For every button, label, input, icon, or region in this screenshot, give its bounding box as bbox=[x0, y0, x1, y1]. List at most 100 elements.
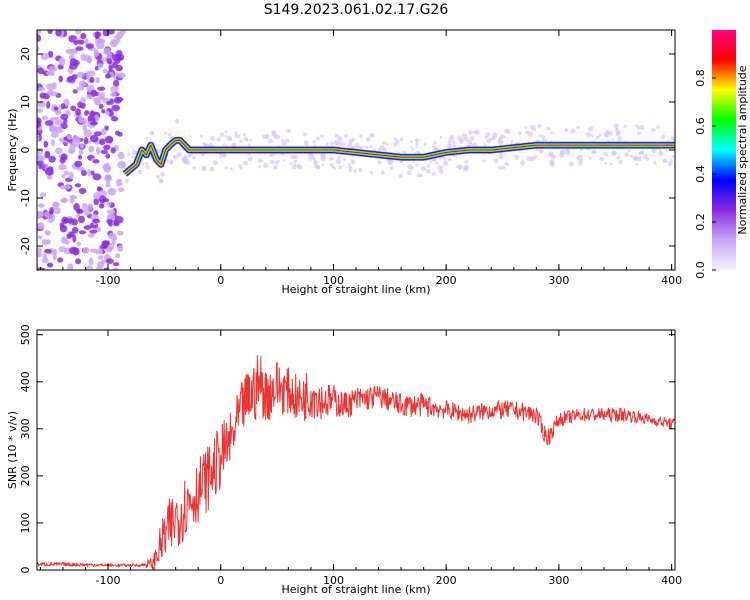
halo-dot bbox=[200, 134, 204, 138]
noise-blob bbox=[116, 230, 124, 236]
colorbar-tick-label: 0.4 bbox=[694, 165, 707, 183]
noise-blob bbox=[117, 187, 125, 192]
noise-blob bbox=[110, 40, 118, 46]
halo-dot bbox=[468, 130, 473, 135]
noise-blob bbox=[98, 104, 104, 110]
noise-blob bbox=[46, 101, 51, 109]
halo-dot bbox=[234, 131, 238, 135]
noise-blob bbox=[83, 129, 92, 138]
noise-blob bbox=[50, 131, 59, 138]
noise-blob bbox=[83, 225, 92, 230]
halo-dot bbox=[224, 166, 228, 170]
halo-dot bbox=[273, 164, 278, 170]
noise-blob bbox=[113, 96, 122, 104]
snr-series-line bbox=[37, 355, 675, 570]
noise-blob bbox=[37, 247, 42, 254]
halo-dot bbox=[474, 129, 480, 135]
halo-dot bbox=[590, 134, 594, 138]
halo-dot bbox=[463, 136, 469, 142]
noise-blob bbox=[111, 116, 119, 122]
halo-dot bbox=[610, 162, 613, 166]
halo-dot bbox=[264, 133, 270, 140]
chart-title: S149.2023.061.02.17.G26 bbox=[264, 2, 449, 18]
noise-blob bbox=[58, 164, 67, 171]
noise-blob bbox=[84, 110, 89, 116]
noise-blob bbox=[65, 48, 74, 54]
halo-dot bbox=[123, 166, 127, 169]
halo-dot bbox=[332, 166, 336, 170]
halo-dot bbox=[150, 130, 155, 135]
halo-dot bbox=[415, 163, 419, 167]
noise-blob bbox=[115, 253, 120, 259]
noise-blob bbox=[73, 203, 80, 211]
halo-dot bbox=[651, 147, 657, 154]
halo-dot bbox=[303, 140, 309, 146]
noise-blob bbox=[106, 57, 113, 65]
halo-dot bbox=[617, 136, 623, 142]
halo-dot bbox=[182, 158, 188, 164]
spectrogram-x-tick-label: -100 bbox=[96, 274, 121, 287]
noise-blob bbox=[112, 262, 120, 267]
halo-dot bbox=[124, 178, 129, 183]
halo-dot bbox=[157, 149, 161, 153]
noise-blob bbox=[100, 128, 107, 136]
noise-blob bbox=[81, 202, 88, 210]
noise-blob bbox=[37, 160, 44, 166]
halo-dot bbox=[457, 164, 463, 170]
noise-blob bbox=[80, 169, 87, 177]
halo-dot bbox=[443, 160, 447, 164]
noise-blob bbox=[104, 135, 114, 144]
spectrogram-x-ticks: -100 0 100 200 300 400 bbox=[39, 30, 682, 287]
noise-blob bbox=[87, 233, 95, 238]
noise-blob bbox=[37, 210, 45, 219]
noise-blob bbox=[39, 192, 47, 198]
halo-dot bbox=[131, 149, 138, 155]
noise-blob bbox=[92, 218, 101, 224]
noise-blob bbox=[67, 263, 74, 270]
halo-dot bbox=[658, 148, 662, 152]
snr-frame bbox=[36, 329, 676, 571]
noise-blob bbox=[53, 249, 58, 255]
halo-dot bbox=[164, 131, 168, 135]
halo-dot bbox=[605, 153, 609, 157]
noise-blob bbox=[106, 219, 114, 224]
noise-blob bbox=[59, 224, 68, 233]
snr-y-axis-title: SNR (10 * v/v) bbox=[6, 411, 19, 489]
halo-dot bbox=[485, 132, 491, 138]
noise-blob bbox=[93, 131, 103, 137]
noise-blob bbox=[41, 115, 48, 120]
halo-dot bbox=[499, 134, 505, 139]
noise-blob bbox=[82, 247, 90, 255]
halo-dot bbox=[504, 129, 509, 133]
spectrogram-y-ticks: -20 -10 0 10 20 bbox=[19, 47, 675, 255]
noise-blob bbox=[44, 248, 52, 254]
noise-blob bbox=[117, 160, 127, 169]
halo-dot bbox=[613, 123, 619, 129]
noise-blob bbox=[89, 229, 98, 234]
halo-dot bbox=[464, 159, 469, 164]
halo-dot bbox=[236, 134, 241, 139]
noise-blob bbox=[59, 157, 66, 164]
halo-dot bbox=[604, 133, 609, 138]
noise-blob bbox=[109, 92, 117, 97]
halo-dot bbox=[514, 154, 520, 160]
halo-dot bbox=[449, 143, 452, 147]
halo-dot bbox=[377, 160, 382, 165]
halo-dot bbox=[653, 161, 657, 165]
noise-blob bbox=[114, 216, 124, 224]
noise-blob bbox=[44, 230, 51, 236]
noise-blob bbox=[37, 34, 42, 43]
noise-blob bbox=[89, 76, 95, 83]
snr-y-tick-label: 400 bbox=[19, 371, 32, 392]
halo-dot bbox=[505, 162, 510, 167]
halo-dot bbox=[174, 119, 180, 124]
noise-blob bbox=[97, 86, 106, 91]
halo-dot bbox=[140, 162, 145, 167]
noise-blob bbox=[94, 249, 104, 255]
noise-blob bbox=[74, 183, 82, 188]
halo-dot bbox=[639, 124, 645, 131]
noise-blob bbox=[61, 236, 68, 244]
halo-dot bbox=[595, 135, 600, 140]
halo-dot bbox=[216, 137, 222, 143]
noise-blob bbox=[116, 72, 126, 79]
